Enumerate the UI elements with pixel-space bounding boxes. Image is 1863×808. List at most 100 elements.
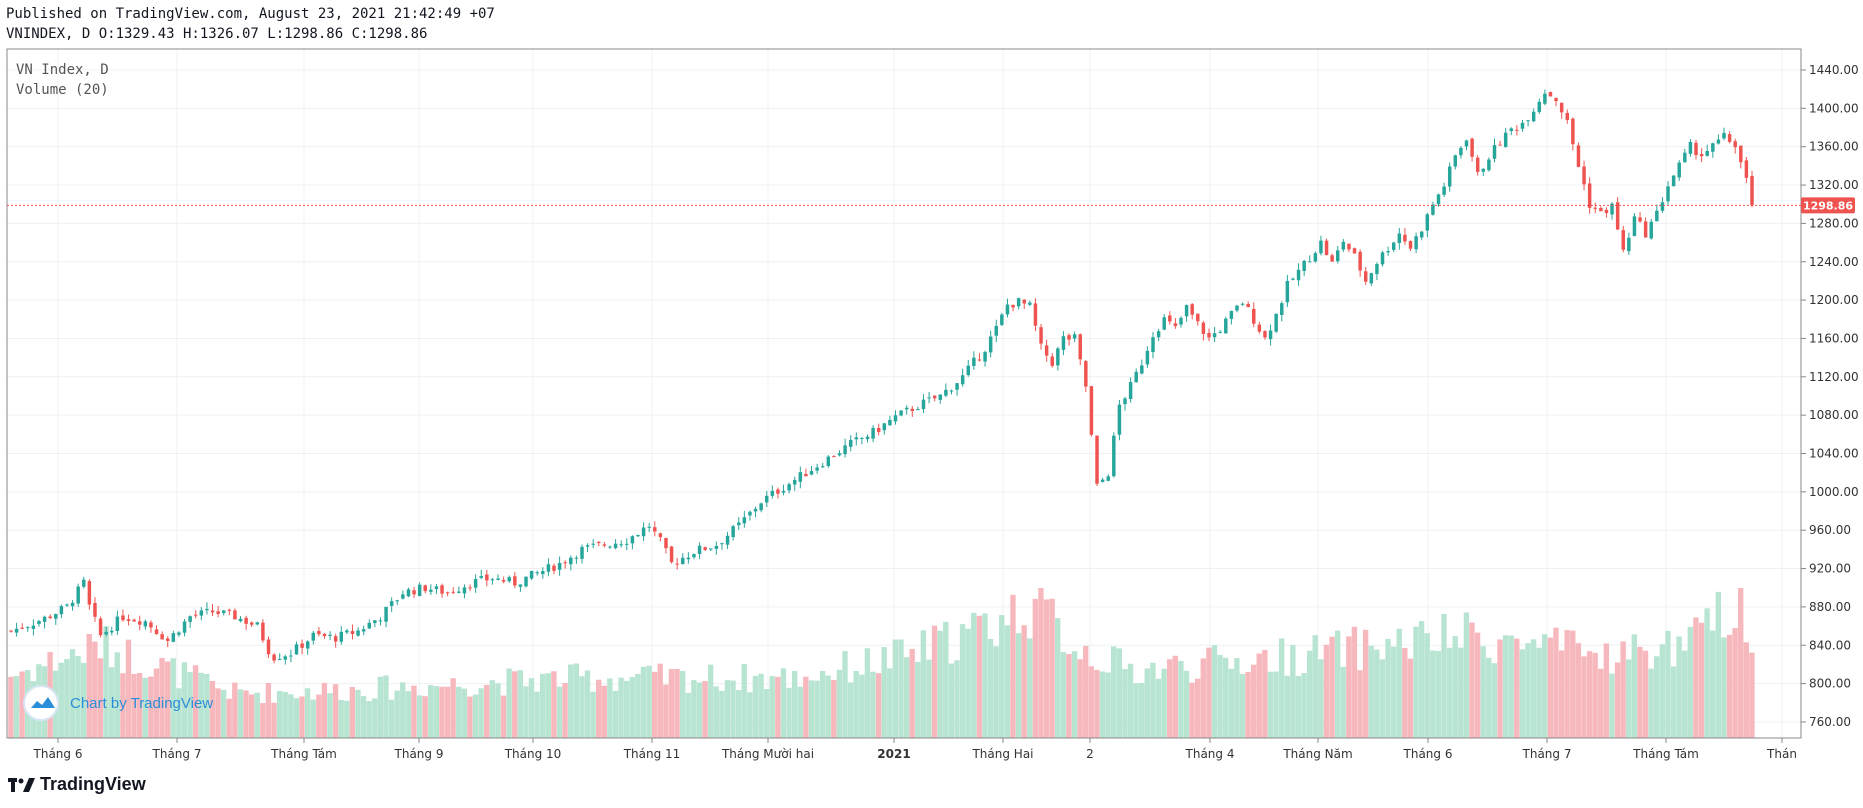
candle-body <box>417 584 422 596</box>
candle-body <box>647 526 651 528</box>
volume-bar <box>775 676 781 738</box>
candle-body <box>876 428 881 432</box>
volume-bar <box>1318 659 1324 738</box>
candle-body <box>1419 231 1424 238</box>
x-tick-label: Tháng 10 <box>504 747 562 761</box>
candle-body <box>513 576 517 586</box>
candle-body <box>9 630 13 632</box>
volume-bar <box>1301 673 1307 738</box>
candle-body <box>837 453 842 456</box>
volume-bar <box>590 691 596 738</box>
volume-bar <box>114 652 120 738</box>
volume-bar <box>1099 671 1106 738</box>
volume-bar <box>344 700 350 738</box>
candle-body <box>1671 175 1676 187</box>
volume-bar <box>931 625 938 738</box>
volume-bar <box>1715 591 1721 738</box>
volume-bar <box>1542 634 1548 738</box>
candle-body <box>580 546 584 559</box>
candle-body <box>641 527 646 537</box>
candle-body <box>781 490 786 493</box>
candle-body <box>283 656 288 660</box>
volume-bar <box>1194 678 1201 738</box>
candle-body <box>653 527 657 532</box>
y-tick-label: 760.00 <box>1809 715 1851 729</box>
candle-body <box>960 375 965 385</box>
volume-bar <box>1592 652 1598 738</box>
candle-body <box>473 578 478 588</box>
volume-bar <box>1648 668 1654 738</box>
series-legend: VN Index, D <box>16 62 109 78</box>
candle-body <box>205 608 209 611</box>
volume-bar <box>635 673 641 738</box>
volume-bar <box>1396 628 1402 738</box>
candle-body <box>1548 92 1553 97</box>
volume-bar <box>1155 678 1162 738</box>
x-tick-label: Tháng Tám <box>1632 747 1699 761</box>
candle-body <box>227 609 232 611</box>
candle-body <box>524 576 528 587</box>
candle-body <box>1722 132 1726 139</box>
candle-body <box>776 489 780 494</box>
volume-bar <box>1111 646 1117 738</box>
candle-body <box>1212 333 1217 338</box>
candle-body <box>1744 160 1749 178</box>
volume-bar <box>1222 657 1229 738</box>
candle-body <box>1056 348 1060 366</box>
candle-body <box>1022 299 1026 304</box>
candle-body <box>1190 304 1194 315</box>
volume-bar <box>1670 666 1677 738</box>
candle-body <box>48 616 52 619</box>
candle-body <box>115 616 120 631</box>
volume-bar <box>724 680 731 738</box>
candle-body <box>277 659 282 661</box>
candle-body <box>138 621 142 625</box>
volume-bar <box>595 679 602 738</box>
candle-body <box>1391 242 1396 250</box>
volume-bar <box>288 694 294 738</box>
candle-body <box>1683 152 1687 163</box>
candle-body <box>429 589 433 592</box>
candle-body <box>328 634 332 636</box>
candle-body <box>104 631 108 635</box>
y-tick-label: 1080.00 <box>1809 408 1859 422</box>
volume-bar <box>1525 643 1531 738</box>
candle-body <box>1313 253 1318 262</box>
volume-bar <box>1620 641 1626 738</box>
volume-bar <box>954 660 960 738</box>
candle-body <box>703 547 707 550</box>
volume-bar <box>1295 676 1302 738</box>
candle-body <box>1352 248 1357 254</box>
volume-bar <box>1480 646 1486 738</box>
volume-bar <box>355 689 361 738</box>
volume-bar <box>1738 588 1744 738</box>
candle-body <box>65 604 69 606</box>
y-tick-label: 1400.00 <box>1809 101 1859 115</box>
volume-bar <box>153 668 160 738</box>
volume-bar <box>332 684 339 738</box>
volume-bar <box>1609 673 1615 738</box>
candle-body <box>1632 216 1637 236</box>
candle-body <box>1699 154 1704 157</box>
volume-bar <box>1239 673 1246 738</box>
candle-body <box>546 564 551 572</box>
volume-bar <box>847 682 854 738</box>
candle-body <box>535 572 539 574</box>
volume-bar <box>1032 598 1039 738</box>
volume-bar <box>1228 668 1234 738</box>
candle-body <box>1319 240 1323 254</box>
volume-bar <box>1519 649 1526 738</box>
brand-footer[interactable]: TradingView <box>8 774 146 795</box>
price-chart[interactable]: 760.00 800.00 840.00 880.00 920.00 960.00 1000… <box>0 0 1863 770</box>
volume-bar <box>97 658 104 738</box>
volume-bar <box>1122 669 1128 738</box>
x-tick-label: Tháng 6 <box>33 747 83 761</box>
volume-bar <box>187 672 193 738</box>
candle-body <box>434 586 439 590</box>
volume-bar <box>965 628 971 738</box>
candle-body <box>333 636 338 642</box>
candle-body <box>1252 308 1256 324</box>
candle-body <box>602 544 607 546</box>
candle-body <box>1571 118 1575 145</box>
volume-bar <box>763 688 770 738</box>
